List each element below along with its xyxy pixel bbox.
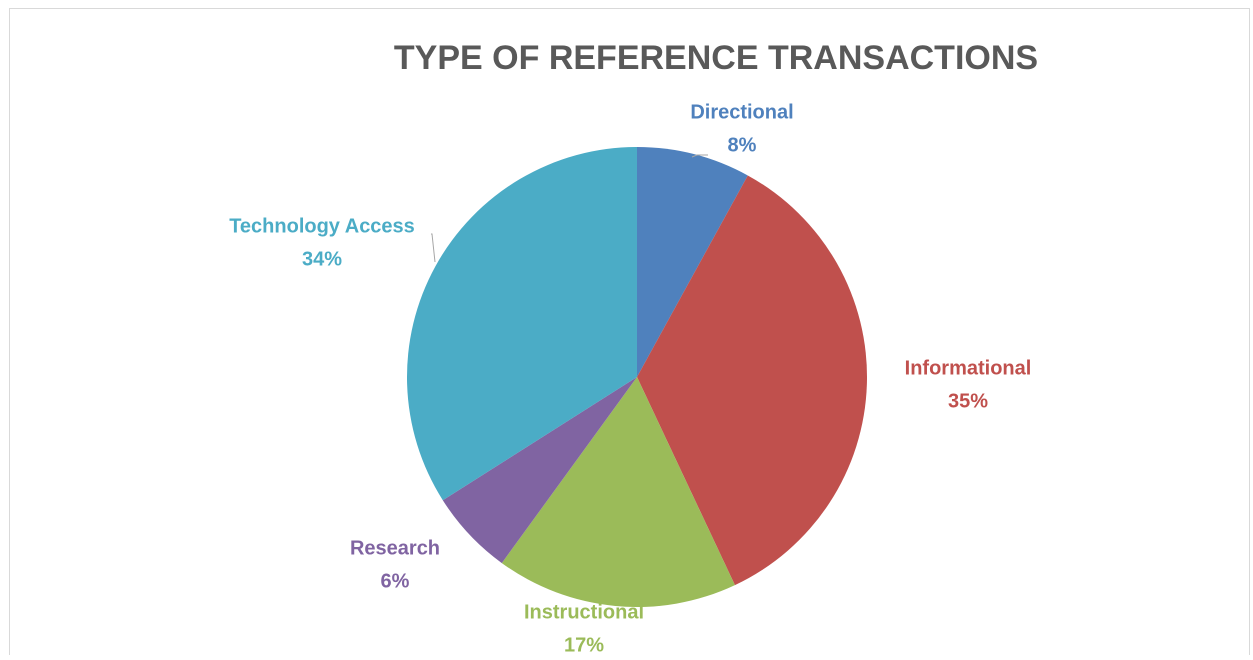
chart-title: TYPE OF REFERENCE TRANSACTIONS	[394, 39, 1038, 77]
data-label-name: Research	[350, 537, 440, 559]
pie-slice	[406, 146, 637, 501]
leader-line	[691, 154, 708, 158]
pie-slice	[637, 147, 748, 377]
pie-slice	[501, 377, 735, 607]
data-label-value: 17%	[564, 634, 604, 655]
data-label-value: 34%	[302, 248, 342, 270]
pie-slice	[637, 175, 867, 586]
leader-line	[431, 233, 436, 263]
data-label-name: Technology Access	[229, 215, 415, 237]
data-label-name: Directional	[690, 101, 793, 123]
data-label-value: 8%	[728, 134, 757, 156]
data-label-value: 35%	[948, 390, 988, 412]
pie	[406, 146, 867, 607]
pie-slice	[442, 377, 637, 564]
data-label-name: Informational	[905, 357, 1032, 379]
data-label-value: 6%	[381, 570, 410, 592]
data-label-name: Instructional	[524, 601, 644, 623]
